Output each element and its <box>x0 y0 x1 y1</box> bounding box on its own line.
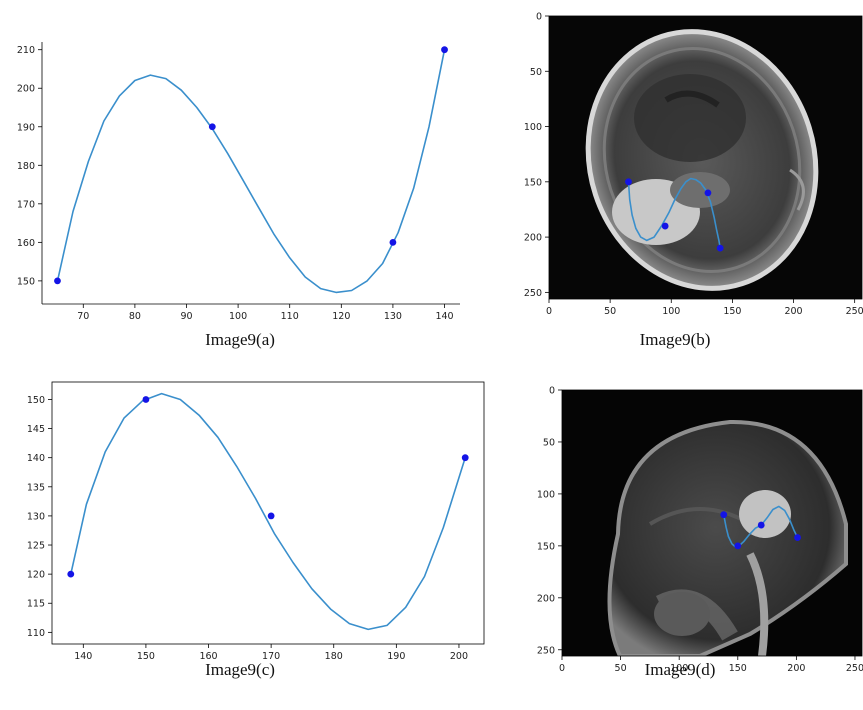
x-tick-label: 100 <box>662 306 680 317</box>
data-point <box>208 123 216 131</box>
y-tick-label: 150 <box>27 395 45 406</box>
y-tick-label: 115 <box>27 599 45 610</box>
y-tick-label: 125 <box>27 541 45 552</box>
caption-b: Image9(b) <box>639 330 711 349</box>
y-tick-label: 130 <box>27 511 45 522</box>
x-tick-label: 140 <box>435 311 453 322</box>
data-point <box>461 454 469 462</box>
mri-panel-b: 0 50 100 150 200 250 0 50 100 150 200 250 <box>490 0 863 330</box>
y-tick-label: 100 <box>537 489 555 500</box>
series-line-c <box>70 392 466 631</box>
x-tick-label: 80 <box>129 311 141 322</box>
series-line-d <box>722 505 799 548</box>
mri-sagittal-head-image <box>562 390 862 656</box>
y-tick-label: 110 <box>27 628 45 639</box>
line-chart-c: 140 150 160 170 180 190 200 110 115 120 125 130 135 1… <box>27 381 485 662</box>
y-tick-label: 150 <box>17 276 35 287</box>
x-tick-label: 150 <box>137 651 155 662</box>
caption-c: Image9(c) <box>205 660 275 679</box>
x-tick-label: 70 <box>77 311 89 322</box>
y-tick-label: 250 <box>537 645 555 656</box>
y-tick-label: 135 <box>27 482 45 493</box>
data-point <box>142 396 150 403</box>
x-tick-label: 100 <box>670 663 688 674</box>
x-tick-label: 180 <box>325 651 343 662</box>
x-tick-label: 250 <box>846 663 863 674</box>
x-tick-label: 0 <box>546 306 552 317</box>
y-tick-label: 150 <box>537 541 555 552</box>
y-tick-label: 140 <box>27 453 45 464</box>
x-tick-label: 100 <box>229 311 247 322</box>
data-point <box>441 46 448 54</box>
x-tick-label: 140 <box>74 651 92 662</box>
y-tick-label: 150 <box>524 177 542 188</box>
data-point <box>794 534 801 541</box>
data-point <box>720 511 728 519</box>
data-point <box>625 178 632 186</box>
caption-a: Image9(a) <box>205 330 275 349</box>
series-line-a <box>56 49 446 294</box>
x-tick-label: 190 <box>387 651 405 662</box>
x-tick-label: 200 <box>450 651 468 662</box>
y-tick-label: 200 <box>524 233 542 244</box>
y-tick-label: 100 <box>524 122 542 133</box>
x-tick-label: 90 <box>180 311 192 322</box>
chart-panel-a: 70 80 90 100 110 120 130 140 150 160 170 180 190 200 2… <box>0 20 470 340</box>
mri-panel-d: 0 50 100 150 200 250 0 50 100 150 200 250 <box>500 374 863 675</box>
data-point <box>734 542 742 550</box>
axes-b: 0 50 100 150 200 250 0 50 100 150 200 250 <box>524 12 863 318</box>
y-tick-label: 0 <box>549 386 555 397</box>
x-tick-label: 250 <box>846 306 863 317</box>
data-point <box>67 570 75 578</box>
y-tick-label: 210 <box>17 45 35 56</box>
x-tick-label: 160 <box>199 651 217 662</box>
mri-sagittal-plot: 0 50 100 150 200 250 0 50 100 150 200 250 <box>537 386 863 675</box>
x-tick-label: 110 <box>281 311 299 322</box>
y-tick-label: 170 <box>17 199 35 210</box>
axes-a: 70 80 90 100 110 120 130 140 150 160 170 180 190 200 2… <box>17 42 460 322</box>
axes-d: 0 50 100 150 200 250 0 50 100 150 200 250 <box>537 386 863 675</box>
y-tick-label: 50 <box>530 67 542 78</box>
y-tick-label: 145 <box>27 424 45 435</box>
y-tick-label: 200 <box>17 84 35 95</box>
axes-frame <box>561 389 863 657</box>
y-tick-label: 180 <box>17 161 35 172</box>
x-tick-label: 200 <box>784 306 802 317</box>
x-tick-label: 50 <box>615 663 627 674</box>
x-tick-label: 150 <box>723 306 741 317</box>
data-point <box>704 189 712 197</box>
y-tick-label: 200 <box>537 593 555 604</box>
data-point <box>389 238 397 246</box>
y-tick-label: 120 <box>27 570 45 581</box>
y-tick-label: 160 <box>17 238 35 249</box>
mri-axial-brain-image <box>549 16 862 299</box>
x-tick-label: 50 <box>604 306 616 317</box>
y-tick-label: 50 <box>543 437 555 448</box>
data-point <box>54 277 61 285</box>
data-point <box>267 512 275 520</box>
data-point <box>716 244 724 252</box>
x-tick-label: 130 <box>384 311 402 322</box>
series-line-b <box>627 177 721 249</box>
y-tick-label: 250 <box>524 288 542 299</box>
data-point <box>661 222 669 230</box>
mri-axial-plot: 0 50 100 150 200 250 0 50 100 150 200 250 <box>524 12 863 318</box>
x-tick-label: 0 <box>559 663 565 674</box>
axes-c: 140 150 160 170 180 190 200 110 115 120 125 130 135 1… <box>27 381 485 662</box>
caption-d: Image9(d) <box>644 660 716 679</box>
line-chart-a: 70 80 90 100 110 120 130 140 150 160 170 180 190 200 2… <box>17 42 460 322</box>
x-tick-label: 200 <box>787 663 805 674</box>
axes-frame <box>51 381 485 645</box>
x-tick-label: 120 <box>332 311 350 322</box>
y-tick-label: 0 <box>536 12 542 23</box>
chart-panel-c: 140 150 160 170 180 190 200 110 115 120 125 130 135 1… <box>0 374 490 664</box>
x-tick-label: 150 <box>729 663 747 674</box>
y-tick-label: 190 <box>17 122 35 133</box>
axes-frame <box>548 15 863 300</box>
data-point <box>757 521 765 529</box>
x-tick-label: 170 <box>262 651 280 662</box>
